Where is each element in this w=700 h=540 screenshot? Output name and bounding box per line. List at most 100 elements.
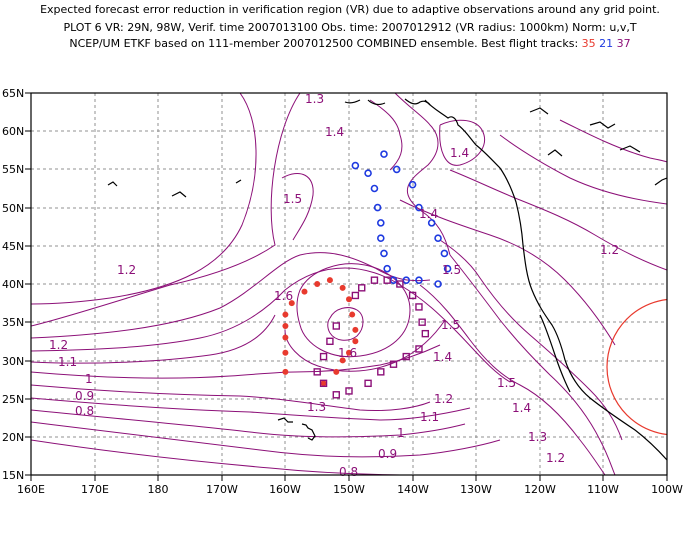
track-37-point [345, 387, 353, 395]
track-35-point [314, 281, 321, 287]
track-35-point [282, 349, 289, 356]
lon-label: 100W [651, 483, 683, 496]
contour-label: 0.9 [378, 447, 397, 461]
lat-label: 40N [2, 278, 24, 291]
track-35-point [301, 288, 308, 295]
track-37-point [377, 368, 385, 376]
track-37-point [389, 360, 398, 368]
contour-label: 1 [85, 372, 93, 386]
track-37-point [421, 329, 430, 338]
lon-label: 170E [81, 483, 109, 496]
track-21-point [383, 264, 391, 273]
lon-label: 180 [148, 483, 169, 496]
lon-label: 160E [17, 483, 45, 496]
contour-label: 1.1 [58, 355, 77, 369]
contour-label: 1.1 [420, 410, 439, 424]
contour-label: 1 [397, 426, 405, 440]
track-37-point [415, 345, 423, 353]
track-37-point [415, 303, 423, 311]
track-37-point [332, 391, 340, 399]
track-35-point [333, 368, 340, 375]
contour-label: 0.9 [75, 389, 94, 403]
contour-label: 1.5 [283, 192, 302, 206]
lat-label: 25N [2, 393, 24, 406]
track-21-point [376, 219, 385, 227]
track-21-point [408, 180, 417, 189]
lat-label: 45N [2, 240, 24, 253]
lat-label: 60N [2, 125, 24, 138]
contour-label: 1.2 [117, 263, 136, 277]
contour-label: 1.3 [307, 400, 326, 414]
track-37-legend-label: 37 [616, 37, 631, 50]
contour-label: 1.4 [433, 350, 452, 364]
track-35-point [282, 368, 289, 375]
track-21-point [415, 276, 423, 284]
track-35-point [326, 277, 333, 284]
contour-label: 1.4 [450, 146, 469, 160]
contour-label: 1.4 [512, 401, 531, 415]
track-21-point [376, 234, 385, 242]
track-37-point [332, 322, 340, 330]
contour-label: 1.2 [49, 338, 68, 352]
title-line-1: Expected forecast error reduction in ver… [40, 3, 660, 16]
track-35-point [352, 338, 359, 345]
track-21-point [370, 184, 379, 193]
track-35-point [288, 300, 295, 307]
contour-label: 1.6 [274, 289, 293, 303]
track-37-point [358, 284, 366, 292]
track-21-point [434, 234, 442, 242]
lat-label: 15N [2, 469, 24, 482]
contour-label: 1.4 [419, 207, 438, 221]
track-37-point [319, 352, 328, 361]
coastlines [107, 98, 667, 461]
contour-label: 1.5 [497, 376, 516, 390]
track-37-point [319, 379, 328, 388]
lat-label: 50N [2, 202, 24, 215]
lon-label: 120W [524, 483, 556, 496]
track-37-point [364, 379, 372, 388]
track-21-point [380, 249, 388, 258]
latitude-labels: 65N 60N 55N 50N 45N 40N 35N 30N 25N 20N … [2, 87, 24, 482]
lat-label: 65N [2, 87, 24, 100]
track-37-point [326, 337, 334, 345]
track-21-point [427, 219, 436, 227]
flight-tracks [282, 150, 452, 399]
contour-label: 1.2 [546, 451, 565, 465]
verification-region-circle [606, 298, 667, 436]
track-37-point [351, 291, 360, 300]
title-line-3: NCEP/UM ETKF based on 111-member 2007012… [0, 37, 700, 50]
track-37-point [418, 318, 426, 326]
track-35-point [282, 311, 289, 318]
track-21-point [351, 161, 360, 170]
track-21-point [443, 264, 452, 273]
lon-label: 130W [460, 483, 492, 496]
lon-label: 110W [587, 483, 619, 496]
tick-marks [25, 92, 668, 481]
track-37-point [383, 276, 391, 284]
lon-label: 160W [269, 483, 301, 496]
contour-label: 1.5 [442, 263, 461, 277]
grid-lines [31, 93, 667, 475]
track-37-point [396, 280, 404, 288]
contour-label: 1.2 [434, 392, 453, 406]
lon-label: 150W [333, 483, 365, 496]
longitude-labels: 160E 170E 180 170W 160W 150W 140W 130W 1… [17, 483, 683, 496]
track-35-point [346, 349, 352, 356]
track-21-point [402, 276, 411, 284]
contour-label: 0.8 [75, 404, 94, 418]
lon-label: 140W [397, 483, 429, 496]
track-21-point [392, 165, 401, 174]
track-35-legend-label: 35 [581, 37, 596, 50]
track-35-point [346, 296, 352, 303]
title-line-2: PLOT 6 VR: 29N, 98W, Verif. time 2007013… [63, 21, 637, 34]
track-37-point [370, 276, 379, 284]
contour-label: 1.4 [325, 125, 344, 139]
track-35-point [339, 357, 346, 364]
track-21-point [440, 249, 449, 258]
contour-label: 1.2 [600, 243, 619, 257]
lon-label: 170W [206, 483, 238, 496]
track-21-legend-label: 21 [599, 37, 614, 50]
track-35-point [282, 323, 289, 330]
track-21-point [415, 203, 423, 212]
